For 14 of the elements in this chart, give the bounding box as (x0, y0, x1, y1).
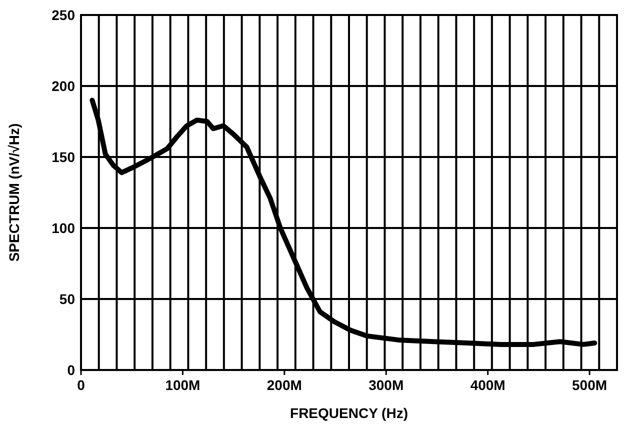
x-tick-label: 500M (572, 377, 608, 393)
x-tick-label: 400M (470, 377, 506, 393)
x-axis-title: FREQUENCY (Hz) (290, 405, 408, 421)
x-tick-label: 100M (165, 377, 200, 393)
y-tick-label: 150 (52, 149, 76, 165)
x-tick-label: 200M (266, 377, 302, 393)
x-tick-label: 300M (368, 377, 404, 393)
x-tick-label: 0 (77, 377, 86, 393)
y-tick-label: 0 (67, 362, 76, 378)
y-tick-label: 250 (52, 7, 76, 23)
y-axis-title: SPECTRUM (nV/√Hz) (6, 123, 22, 262)
y-tick-label: 200 (52, 78, 76, 94)
y-tick-label: 100 (52, 220, 76, 236)
y-tick-label: 50 (59, 291, 76, 307)
